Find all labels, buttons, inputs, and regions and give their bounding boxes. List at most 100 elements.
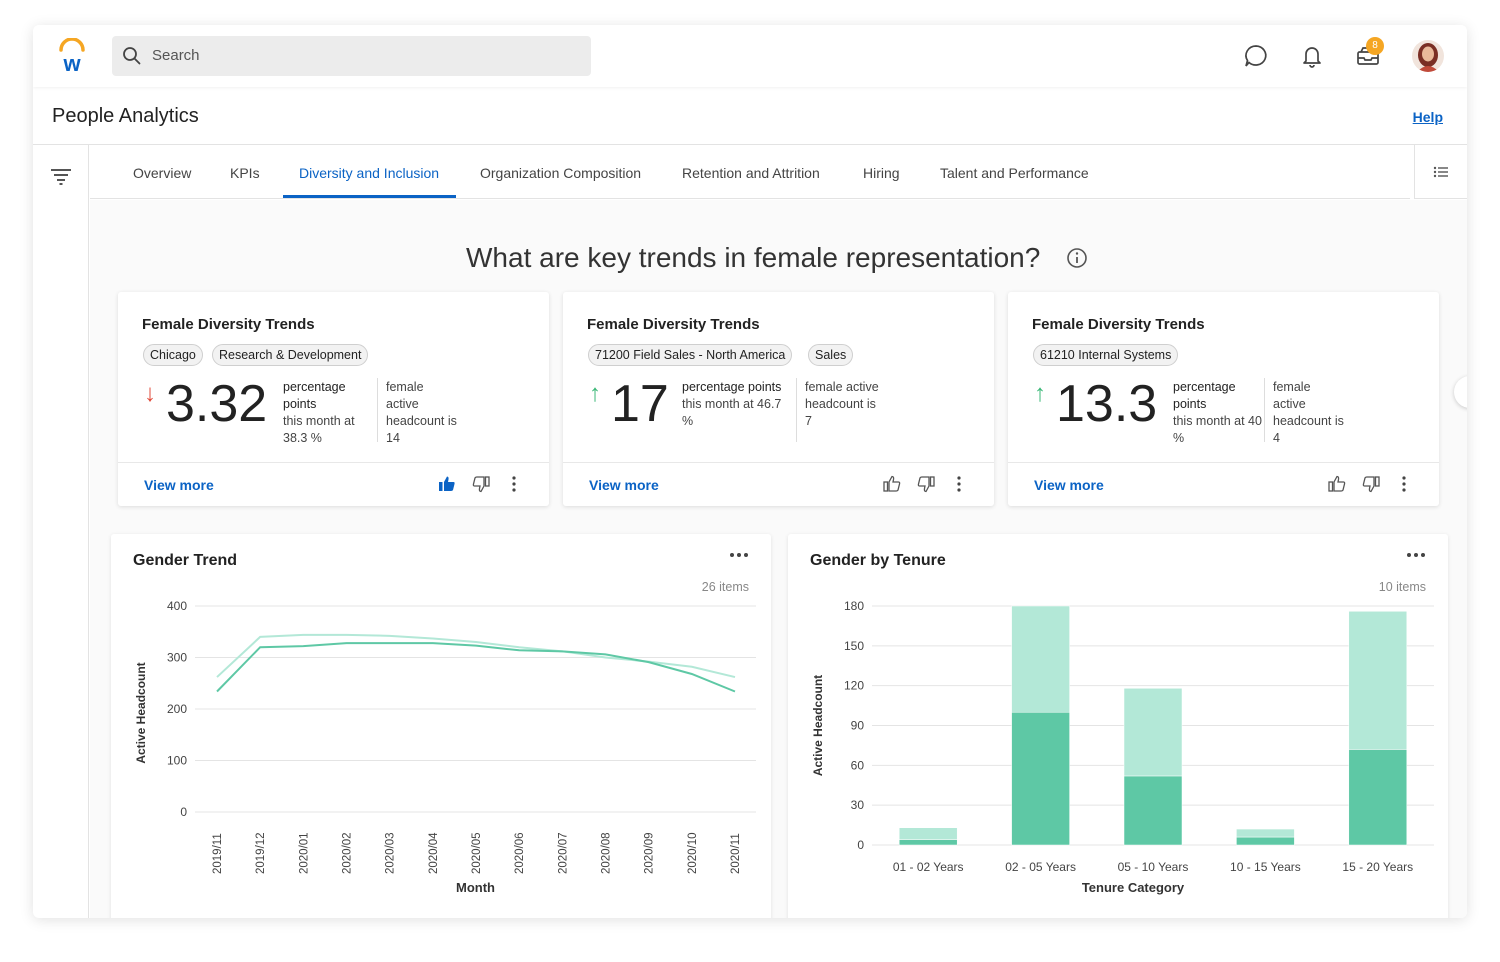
filter-chip[interactable]: Sales: [808, 344, 854, 366]
view-more-link[interactable]: View more: [144, 477, 214, 493]
search-icon: [123, 47, 141, 65]
tab-bar-menu[interactable]: [1414, 145, 1467, 199]
x-axis-label: Tenure Category: [1082, 880, 1185, 895]
thumbs-up-icon[interactable]: [883, 475, 901, 493]
card-title: Female Diversity Trends: [1032, 316, 1205, 333]
tab-kpis[interactable]: KPIs: [230, 165, 260, 181]
metric-value: 17: [611, 375, 669, 433]
x-tick-label: 2020/07: [557, 832, 569, 874]
y-tick-label: 150: [844, 639, 864, 653]
info-icon[interactable]: [1066, 247, 1088, 269]
filter-chip[interactable]: 61210 Internal Systems: [1033, 344, 1179, 366]
headcount-description: female active headcount is 14: [386, 380, 457, 445]
tab-diversity-and-inclusion[interactable]: Diversity and Inclusion: [299, 165, 440, 181]
y-axis-label: Active Headcount: [134, 662, 148, 763]
main-content: What are key trends in female representa…: [90, 200, 1467, 918]
y-tick-label: 100: [167, 754, 187, 768]
thumbs-down-icon[interactable]: [472, 475, 490, 493]
bar-segment: [1348, 611, 1408, 750]
search-bar[interactable]: Search: [112, 36, 591, 76]
arrow-down-icon: ↓: [144, 380, 156, 407]
help-link[interactable]: Help: [1412, 109, 1443, 125]
y-tick-label: 400: [167, 599, 187, 613]
bar-segment: [898, 839, 958, 846]
kebab-menu-icon[interactable]: [955, 475, 963, 493]
x-tick-label: 2020/05: [471, 832, 483, 874]
search-input[interactable]: Search: [152, 47, 200, 64]
filter-chip[interactable]: Research & Development: [212, 344, 369, 366]
bar-segment: [1236, 836, 1295, 846]
thumbs-down-icon[interactable]: [917, 475, 935, 493]
app-window: w Search 8: [33, 25, 1467, 918]
metric-detail: this month at 46.7 %: [682, 397, 782, 428]
bar-segment: [1236, 828, 1295, 838]
tab-overview[interactable]: Overview: [133, 165, 192, 181]
section-question: What are key trends in female representa…: [466, 242, 1041, 273]
y-tick-label: 300: [167, 651, 187, 665]
kebab-menu-icon[interactable]: [510, 475, 518, 493]
workday-logo[interactable]: w: [57, 38, 87, 74]
tab-hiring[interactable]: Hiring: [863, 165, 900, 181]
y-tick-label: 200: [167, 702, 187, 716]
x-tick-label: 2020/11: [730, 833, 742, 874]
carousel-next-button[interactable]: [1454, 376, 1467, 408]
metric-detail: this month at 38.3 %: [283, 414, 355, 445]
chat-icon[interactable]: [1243, 43, 1269, 69]
list-icon[interactable]: [1433, 165, 1449, 179]
card-footer: View more: [118, 462, 549, 506]
chart-title: Gender by Tenure: [810, 552, 946, 569]
metric-unit: percentage points: [682, 380, 782, 394]
metric-description: percentage points this month at 46.7 %: [682, 379, 794, 430]
chevron-right-icon: [1454, 376, 1467, 408]
metric-description: percentage points this month at 40 %: [1173, 379, 1265, 447]
card-title: Female Diversity Trends: [587, 316, 760, 333]
thumbs-up-icon[interactable]: [1328, 475, 1346, 493]
bar-segment: [1123, 775, 1183, 846]
thumbs-up-icon[interactable]: [438, 475, 456, 493]
divider: [377, 378, 378, 442]
metric-value: 13.3: [1056, 375, 1158, 433]
avatar-image-icon: [1412, 40, 1444, 72]
view-more-link[interactable]: View more: [1034, 477, 1104, 493]
metric-value: 3.32: [166, 375, 268, 433]
y-tick-label: 120: [844, 679, 864, 693]
gender-trend-chart: 0 100 200 300 400 2019/11 2019/12 2020/01 2020/0…: [134, 599, 756, 895]
page-title: People Analytics: [52, 105, 199, 127]
y-tick-label: 0: [857, 838, 864, 852]
x-tick-label: 2020/03: [385, 832, 397, 874]
x-tick-label: 2020/06: [514, 832, 526, 874]
bell-icon[interactable]: [1299, 43, 1325, 69]
y-tick-label: 180: [844, 599, 864, 613]
tab-talent-and-performance[interactable]: Talent and Performance: [940, 165, 1089, 181]
headcount-description: female active headcount is 7: [805, 380, 879, 428]
trend-card-3: Female Diversity Trends 61210 Internal S…: [1008, 292, 1439, 506]
x-tick-label: 2019/12: [255, 832, 267, 874]
view-more-link[interactable]: View more: [589, 477, 659, 493]
filter-icon[interactable]: [50, 167, 72, 185]
filter-chip[interactable]: Chicago: [143, 344, 203, 366]
arrow-up-icon: ↑: [1034, 380, 1046, 407]
card-footer: View more: [1008, 462, 1439, 506]
y-tick-label: 30: [851, 798, 865, 812]
metric-unit: percentage points: [1173, 380, 1236, 411]
svg-text:w: w: [62, 51, 81, 74]
bar-segment: [1011, 605, 1070, 713]
y-tick-label: 0: [180, 805, 187, 819]
gender-by-tenure-panel: Gender by Tenure 10 items 0 30 60 90 120 150 1…: [788, 534, 1448, 918]
x-tick-label: 2020/04: [428, 832, 440, 874]
y-axis-label: Active Headcount: [811, 675, 825, 776]
thumbs-down-icon[interactable]: [1362, 475, 1380, 493]
filter-chip[interactable]: 71200 Field Sales - North America: [588, 344, 793, 366]
kebab-menu-icon[interactable]: [1400, 475, 1408, 493]
tab-organization-composition[interactable]: Organization Composition: [480, 165, 642, 181]
gender-trend-panel: Gender Trend 26 items 0 100 200 300 400 2019/…: [111, 534, 771, 918]
y-tick-label: 60: [851, 758, 865, 772]
more-options-icon[interactable]: [1406, 552, 1426, 558]
x-tick-label: 02 - 05 Years: [1005, 860, 1076, 874]
avatar[interactable]: [1412, 40, 1444, 72]
tab-retention-and-attrition[interactable]: Retention and Attrition: [682, 165, 820, 181]
x-axis-label: Month: [456, 880, 495, 895]
more-options-icon[interactable]: [729, 552, 749, 558]
trend-card-2: Female Diversity Trends 71200 Field Sale…: [563, 292, 994, 506]
trend-card-1: Female Diversity Trends Chicago Research…: [118, 292, 549, 506]
